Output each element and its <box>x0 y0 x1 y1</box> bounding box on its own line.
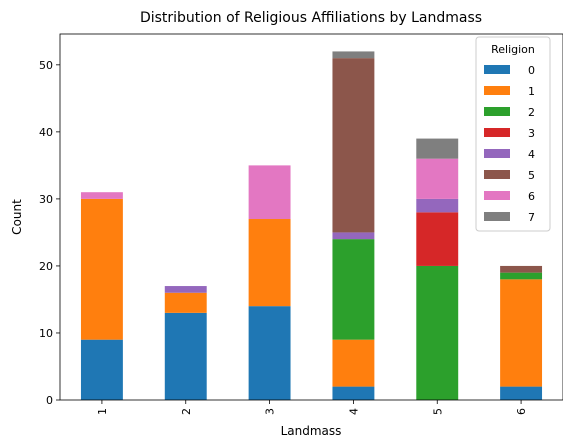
bar-segment-landmass-6-religion-0 <box>500 386 543 400</box>
bar-segment-landmass-6-religion-2 <box>500 272 543 280</box>
bar-segment-landmass-6-religion-5 <box>500 265 543 273</box>
bar-segment-landmass-5-religion-2 <box>416 265 459 400</box>
legend-label-1: 1 <box>528 85 535 98</box>
legend-label-6: 6 <box>528 190 535 203</box>
y-tick-label: 0 <box>46 394 53 407</box>
bar-segment-landmass-4-religion-4 <box>332 232 375 240</box>
legend-swatch-6 <box>484 191 510 200</box>
y-axis-label: Count <box>10 199 24 235</box>
legend-label-0: 0 <box>528 64 535 77</box>
bar-segment-landmass-2-religion-1 <box>164 292 207 313</box>
bar-segment-landmass-3-religion-0 <box>248 306 291 400</box>
bar-segment-landmass-3-religion-1 <box>248 219 291 307</box>
legend-swatch-1 <box>484 86 510 95</box>
legend: Religion 0 1 2 3 4 5 6 7 <box>475 36 551 232</box>
legend-label-4: 4 <box>528 148 535 161</box>
plot-frame <box>59 33 563 401</box>
y-tick-label: 10 <box>39 327 53 340</box>
legend-swatch-3 <box>484 128 510 137</box>
legend-swatch-4 <box>484 149 510 158</box>
bar-segment-landmass-2-religion-4 <box>164 286 207 293</box>
bar-segment-landmass-1-religion-0 <box>80 339 123 400</box>
chart-title: Distribution of Religious Affiliations b… <box>140 10 482 26</box>
bars-layer <box>80 51 543 400</box>
x-tick-label: 5 <box>431 408 444 415</box>
legend-box <box>475 36 551 232</box>
bar-segment-landmass-5-religion-6 <box>416 158 459 199</box>
bar-segment-landmass-4-religion-7 <box>332 51 375 59</box>
legend-swatch-2 <box>484 107 510 116</box>
bar-segment-landmass-4-religion-1 <box>332 339 375 387</box>
legend-swatch-7 <box>484 212 510 221</box>
legend-label-5: 5 <box>528 169 535 182</box>
bar-segment-landmass-4-religion-5 <box>332 58 375 233</box>
x-tick-label: 4 <box>347 408 360 415</box>
x-tick-label: 2 <box>180 408 193 415</box>
x-tick-label: 3 <box>264 408 277 415</box>
y-tick-label: 20 <box>39 260 53 273</box>
y-axis: 0 10 20 30 40 50 <box>39 59 60 407</box>
legend-label-7: 7 <box>528 211 535 224</box>
legend-swatch-0 <box>484 65 510 74</box>
legend-swatch-5 <box>484 170 510 179</box>
x-axis-label: Landmass <box>281 424 342 438</box>
x-tick-label: 6 <box>515 408 528 415</box>
bar-segment-landmass-6-religion-1 <box>500 279 543 387</box>
bar-segment-landmass-5-religion-7 <box>416 138 459 159</box>
bar-segment-landmass-1-religion-1 <box>80 198 123 340</box>
y-tick-label: 30 <box>39 193 53 206</box>
legend-label-3: 3 <box>528 127 535 140</box>
legend-title: Religion <box>491 43 535 56</box>
x-axis: 1 2 3 4 5 6 <box>96 400 528 415</box>
bar-segment-landmass-3-religion-6 <box>248 165 291 220</box>
legend-label-2: 2 <box>528 106 535 119</box>
x-tick-label: 1 <box>96 408 109 415</box>
bar-segment-landmass-2-religion-0 <box>164 312 207 400</box>
y-tick-label: 50 <box>39 59 53 72</box>
y-tick-label: 40 <box>39 126 53 139</box>
bar-segment-landmass-4-religion-0 <box>332 386 375 400</box>
bar-segment-landmass-5-religion-4 <box>416 198 459 213</box>
bar-segment-landmass-5-religion-3 <box>416 212 459 266</box>
bar-segment-landmass-1-religion-6 <box>80 192 123 199</box>
bar-segment-landmass-4-religion-2 <box>332 239 375 340</box>
